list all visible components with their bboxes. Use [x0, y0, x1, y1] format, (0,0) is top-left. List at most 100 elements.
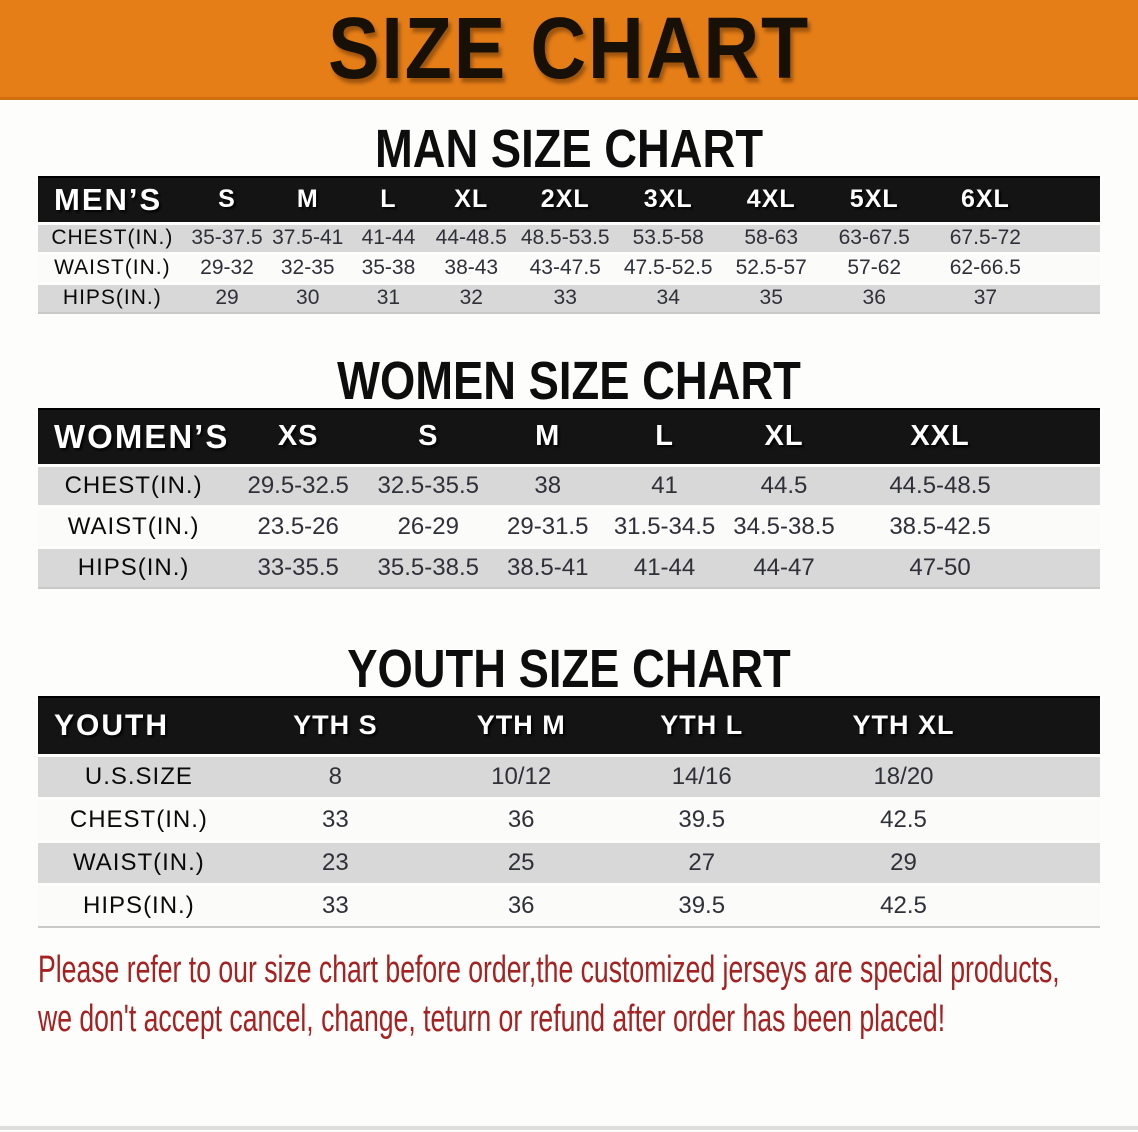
men-section-heading: MAN SIZE CHART: [374, 119, 764, 179]
men-table-cell: 29-32: [186, 251, 268, 283]
men-table-header-cell: L: [348, 176, 429, 224]
men-table-header-cell: M: [267, 176, 349, 224]
youth-waist-row: WAIST(IN.) 23 25 27 29: [38, 839, 1100, 884]
youth-table-cell: 33: [239, 796, 431, 841]
men-table-cell: 63-67.5: [822, 221, 926, 253]
women-table-cell: 41: [606, 463, 723, 506]
women-table-cell: 47-50: [845, 545, 1100, 589]
men-table-cell: 35: [719, 281, 823, 314]
men-table-cell: 48.5-53.5: [513, 221, 617, 253]
women-table-header-cell: XL: [722, 408, 846, 466]
youth-table-header-row: YOUTH YTH S YTH M YTH L YTH XL: [38, 696, 1100, 756]
men-row-label: WAIST(IN.): [38, 251, 187, 283]
men-size-table: MEN’S S M L XL 2XL 3XL 4XL 5XL 6XL CHEST…: [38, 176, 1100, 314]
men-waist-row: WAIST(IN.) 29-32 32-35 35-38 38-43 43-47…: [38, 251, 1100, 283]
women-table-cell: 23.5-26: [229, 504, 368, 547]
men-table-header-cell: XL: [428, 176, 514, 224]
youth-chest-row: CHEST(IN.) 33 36 39.5 42.5: [38, 796, 1100, 841]
men-table-header-cell: 2XL: [513, 176, 617, 224]
youth-table-cell: 36: [430, 796, 612, 841]
women-row-label: HIPS(IN.): [38, 545, 230, 589]
women-chest-row: CHEST(IN.) 29.5-32.5 32.5-35.5 38 41 44.…: [38, 463, 1100, 506]
youth-table-cell: 27: [611, 839, 792, 884]
women-table-header-cell: L: [606, 408, 723, 466]
youth-table-header-cell: YTH M: [430, 696, 612, 756]
banner-title: SIZE CHART: [327, 0, 811, 97]
men-table-cell: 62-66.5: [925, 251, 1100, 283]
men-table-cell: 34: [616, 281, 720, 314]
women-table-cell: 26-29: [367, 504, 490, 547]
women-table-cell: 38.5-41: [489, 545, 607, 589]
men-table-cell: 36: [822, 281, 926, 314]
women-table-cell: 34.5-38.5: [722, 504, 846, 547]
women-table-cell: 29-31.5: [489, 504, 607, 547]
women-waist-row: WAIST(IN.) 23.5-26 26-29 29-31.5 31.5-34…: [38, 504, 1100, 547]
men-table-cell: 52.5-57: [719, 251, 823, 283]
men-table-header-cell: 4XL: [719, 176, 823, 224]
men-table-cell: 58-63: [719, 221, 823, 253]
men-table-cell: 35-37.5: [186, 221, 268, 253]
youth-table-cell: 42.5: [791, 882, 1100, 928]
youth-table-header-cell: YOUTH: [38, 696, 240, 756]
men-table-header-cell: 5XL: [822, 176, 926, 224]
banner: SIZE CHART: [0, 0, 1138, 100]
women-row-label: WAIST(IN.): [38, 504, 230, 547]
youth-table-cell: 10/12: [430, 753, 612, 798]
bottom-divider: [0, 1126, 1138, 1130]
youth-table-header-cell: YTH XL: [791, 696, 1100, 756]
youth-row-label: U.S.SIZE: [38, 753, 240, 798]
youth-table-cell: 18/20: [791, 753, 1100, 798]
men-table-cell: 57-62: [822, 251, 926, 283]
youth-table-cell: 33: [239, 882, 431, 928]
women-table-cell: 33-35.5: [229, 545, 368, 589]
women-table-header-cell: XXL: [845, 408, 1100, 466]
men-table-cell: 32-35: [267, 251, 349, 283]
women-hips-row: HIPS(IN.) 33-35.5 35.5-38.5 38.5-41 41-4…: [38, 545, 1100, 589]
youth-section-heading: YOUTH SIZE CHART: [347, 639, 791, 699]
youth-row-label: WAIST(IN.): [38, 839, 240, 884]
men-table-cell: 41-44: [348, 221, 429, 253]
youth-table-cell: 14/16: [611, 753, 792, 798]
youth-table-cell: 42.5: [791, 796, 1100, 841]
women-table-cell: 29.5-32.5: [229, 463, 368, 506]
youth-table-cell: 39.5: [611, 796, 792, 841]
men-table-cell: 37.5-41: [267, 221, 349, 253]
women-table-cell: 38.5-42.5: [845, 504, 1100, 547]
men-row-label: HIPS(IN.): [38, 281, 187, 314]
disclaimer-line1: Please refer to our size chart before or…: [38, 949, 1060, 991]
disclaimer-line2: we don't accept cancel, change, teturn o…: [38, 998, 946, 1040]
youth-row-label: HIPS(IN.): [38, 882, 240, 928]
youth-size-table: YOUTH YTH S YTH M YTH L YTH XL U.S.SIZE …: [38, 696, 1100, 928]
men-table-header-cell: 3XL: [616, 176, 720, 224]
women-table-cell: 38: [489, 463, 607, 506]
women-table-cell: 44.5-48.5: [845, 463, 1100, 506]
men-table-cell: 29: [186, 281, 268, 314]
women-table-cell: 44.5: [722, 463, 846, 506]
men-table-cell: 32: [428, 281, 514, 314]
disclaimer: Please refer to our size chart before or…: [38, 946, 1060, 1044]
women-table-cell: 35.5-38.5: [367, 545, 490, 589]
youth-table-cell: 23: [239, 839, 431, 884]
youth-ussize-row: U.S.SIZE 8 10/12 14/16 18/20: [38, 753, 1100, 798]
men-table-cell: 47.5-52.5: [616, 251, 720, 283]
youth-hips-row: HIPS(IN.) 33 36 39.5 42.5: [38, 882, 1100, 928]
youth-table-header-cell: YTH L: [611, 696, 792, 756]
women-table-header-cell: XS: [229, 408, 368, 466]
men-table-cell: 35-38: [348, 251, 429, 283]
men-table-cell: 43-47.5: [513, 251, 617, 283]
youth-table-header-cell: YTH S: [239, 696, 431, 756]
women-size-table: WOMEN’S XS S M L XL XXL CHEST(IN.) 29.5-…: [38, 408, 1100, 589]
men-table-cell: 37: [925, 281, 1100, 314]
women-table-header-cell: WOMEN’S: [38, 408, 230, 466]
men-chest-row: CHEST(IN.) 35-37.5 37.5-41 41-44 44-48.5…: [38, 221, 1100, 253]
women-table-header-cell: S: [367, 408, 490, 466]
men-table-header-row: MEN’S S M L XL 2XL 3XL 4XL 5XL 6XL: [38, 176, 1100, 224]
men-table-header-cell: MEN’S: [38, 176, 187, 224]
women-table-cell: 32.5-35.5: [367, 463, 490, 506]
men-table-cell: 31: [348, 281, 429, 314]
youth-table-cell: 39.5: [611, 882, 792, 928]
men-table-cell: 33: [513, 281, 617, 314]
men-table-cell: 38-43: [428, 251, 514, 283]
women-table-header-cell: M: [489, 408, 607, 466]
